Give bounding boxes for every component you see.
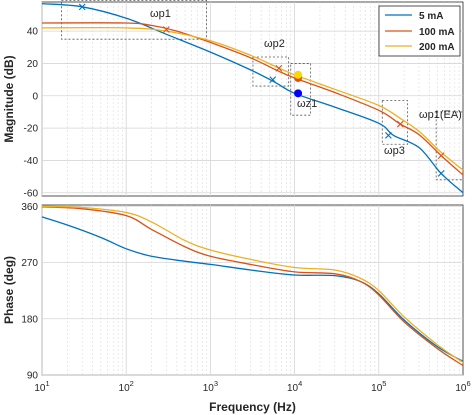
legend-label-5ma: 5 mA	[419, 11, 443, 22]
phase-series	[41, 205, 464, 367]
x-tick-label: 103	[203, 379, 218, 394]
annotation-wp1-ea: ωp1(EA)	[419, 109, 462, 121]
phase-y-axis-label: Phase (deg)	[2, 256, 16, 324]
annotation-wz1: ωz1	[297, 98, 317, 110]
y-tick-label: -20	[24, 124, 39, 135]
frequency-x-axis-label: Frequency (Hz)	[209, 400, 296, 414]
y-tick-label: 270	[21, 258, 38, 269]
pole-marker	[162, 26, 170, 33]
pole-marker	[396, 120, 404, 128]
y-tick-label: 90	[27, 371, 39, 382]
box-wp1-ea	[435, 111, 464, 181]
phase-line-200ma	[41, 205, 464, 364]
phase-panel: 90 180 270 360 101 102 103 104 105 106 Phase (de…	[2, 202, 471, 414]
legend-label-200ma: 200 mA	[419, 42, 455, 53]
pole-marker	[437, 152, 445, 159]
phase-line-5ma	[41, 216, 464, 362]
zero-marker	[294, 89, 303, 98]
x-tick-label: 102	[119, 379, 134, 394]
frequency-x-ticks: 101 102 103 104 105 106	[34, 379, 470, 394]
magnitude-y-ticks: -60 -40 -20 0 20 40	[24, 27, 39, 200]
box-wz1	[290, 63, 312, 116]
legend-label-100ma: 100 mA	[419, 27, 455, 38]
pole-marker	[437, 169, 445, 177]
zero-marker	[294, 70, 303, 79]
magnitude-panel: -60 -40 -20 0 20 40 Magnitude (dB) ωp1 ωp2 ωz…	[2, 0, 464, 200]
pole-marker	[275, 64, 283, 72]
phase-plot-area	[41, 204, 464, 376]
box-wp2	[252, 56, 290, 87]
annotation-wp3: ωp3	[384, 145, 405, 157]
phase-line-100ma	[41, 206, 464, 367]
magnitude-line-5ma	[41, 2, 464, 194]
y-tick-label: 0	[32, 91, 38, 102]
pole-marker	[269, 76, 277, 83]
pole-markers	[78, 3, 445, 177]
legend: 5 mA 100 mA 200 mA	[378, 5, 461, 57]
y-tick-label: -60	[24, 188, 39, 199]
y-tick-label: 20	[27, 59, 39, 70]
y-tick-label: 180	[21, 314, 38, 325]
x-tick-label: 104	[287, 379, 302, 394]
pole-marker	[78, 3, 86, 11]
annotation-wp2: ωp2	[264, 38, 285, 50]
x-tick-label: 106	[455, 379, 470, 394]
box-wp3	[381, 100, 409, 145]
annotation-boxes	[61, 0, 464, 181]
box-wp1	[61, 0, 207, 40]
magnitude-line-100ma	[41, 22, 464, 176]
magnitude-grid	[41, 2, 463, 196]
y-tick-label: 360	[21, 202, 38, 213]
phase-y-ticks: 90 180 270 360	[21, 202, 38, 382]
y-tick-label: -40	[24, 156, 39, 167]
x-tick-label: 105	[371, 379, 386, 394]
x-tick-label: 101	[34, 379, 49, 394]
y-tick-label: 40	[27, 27, 39, 38]
pole-marker	[385, 131, 392, 139]
annotation-wp1: ωp1	[150, 8, 171, 20]
magnitude-y-axis-label: Magnitude (dB)	[2, 55, 16, 142]
